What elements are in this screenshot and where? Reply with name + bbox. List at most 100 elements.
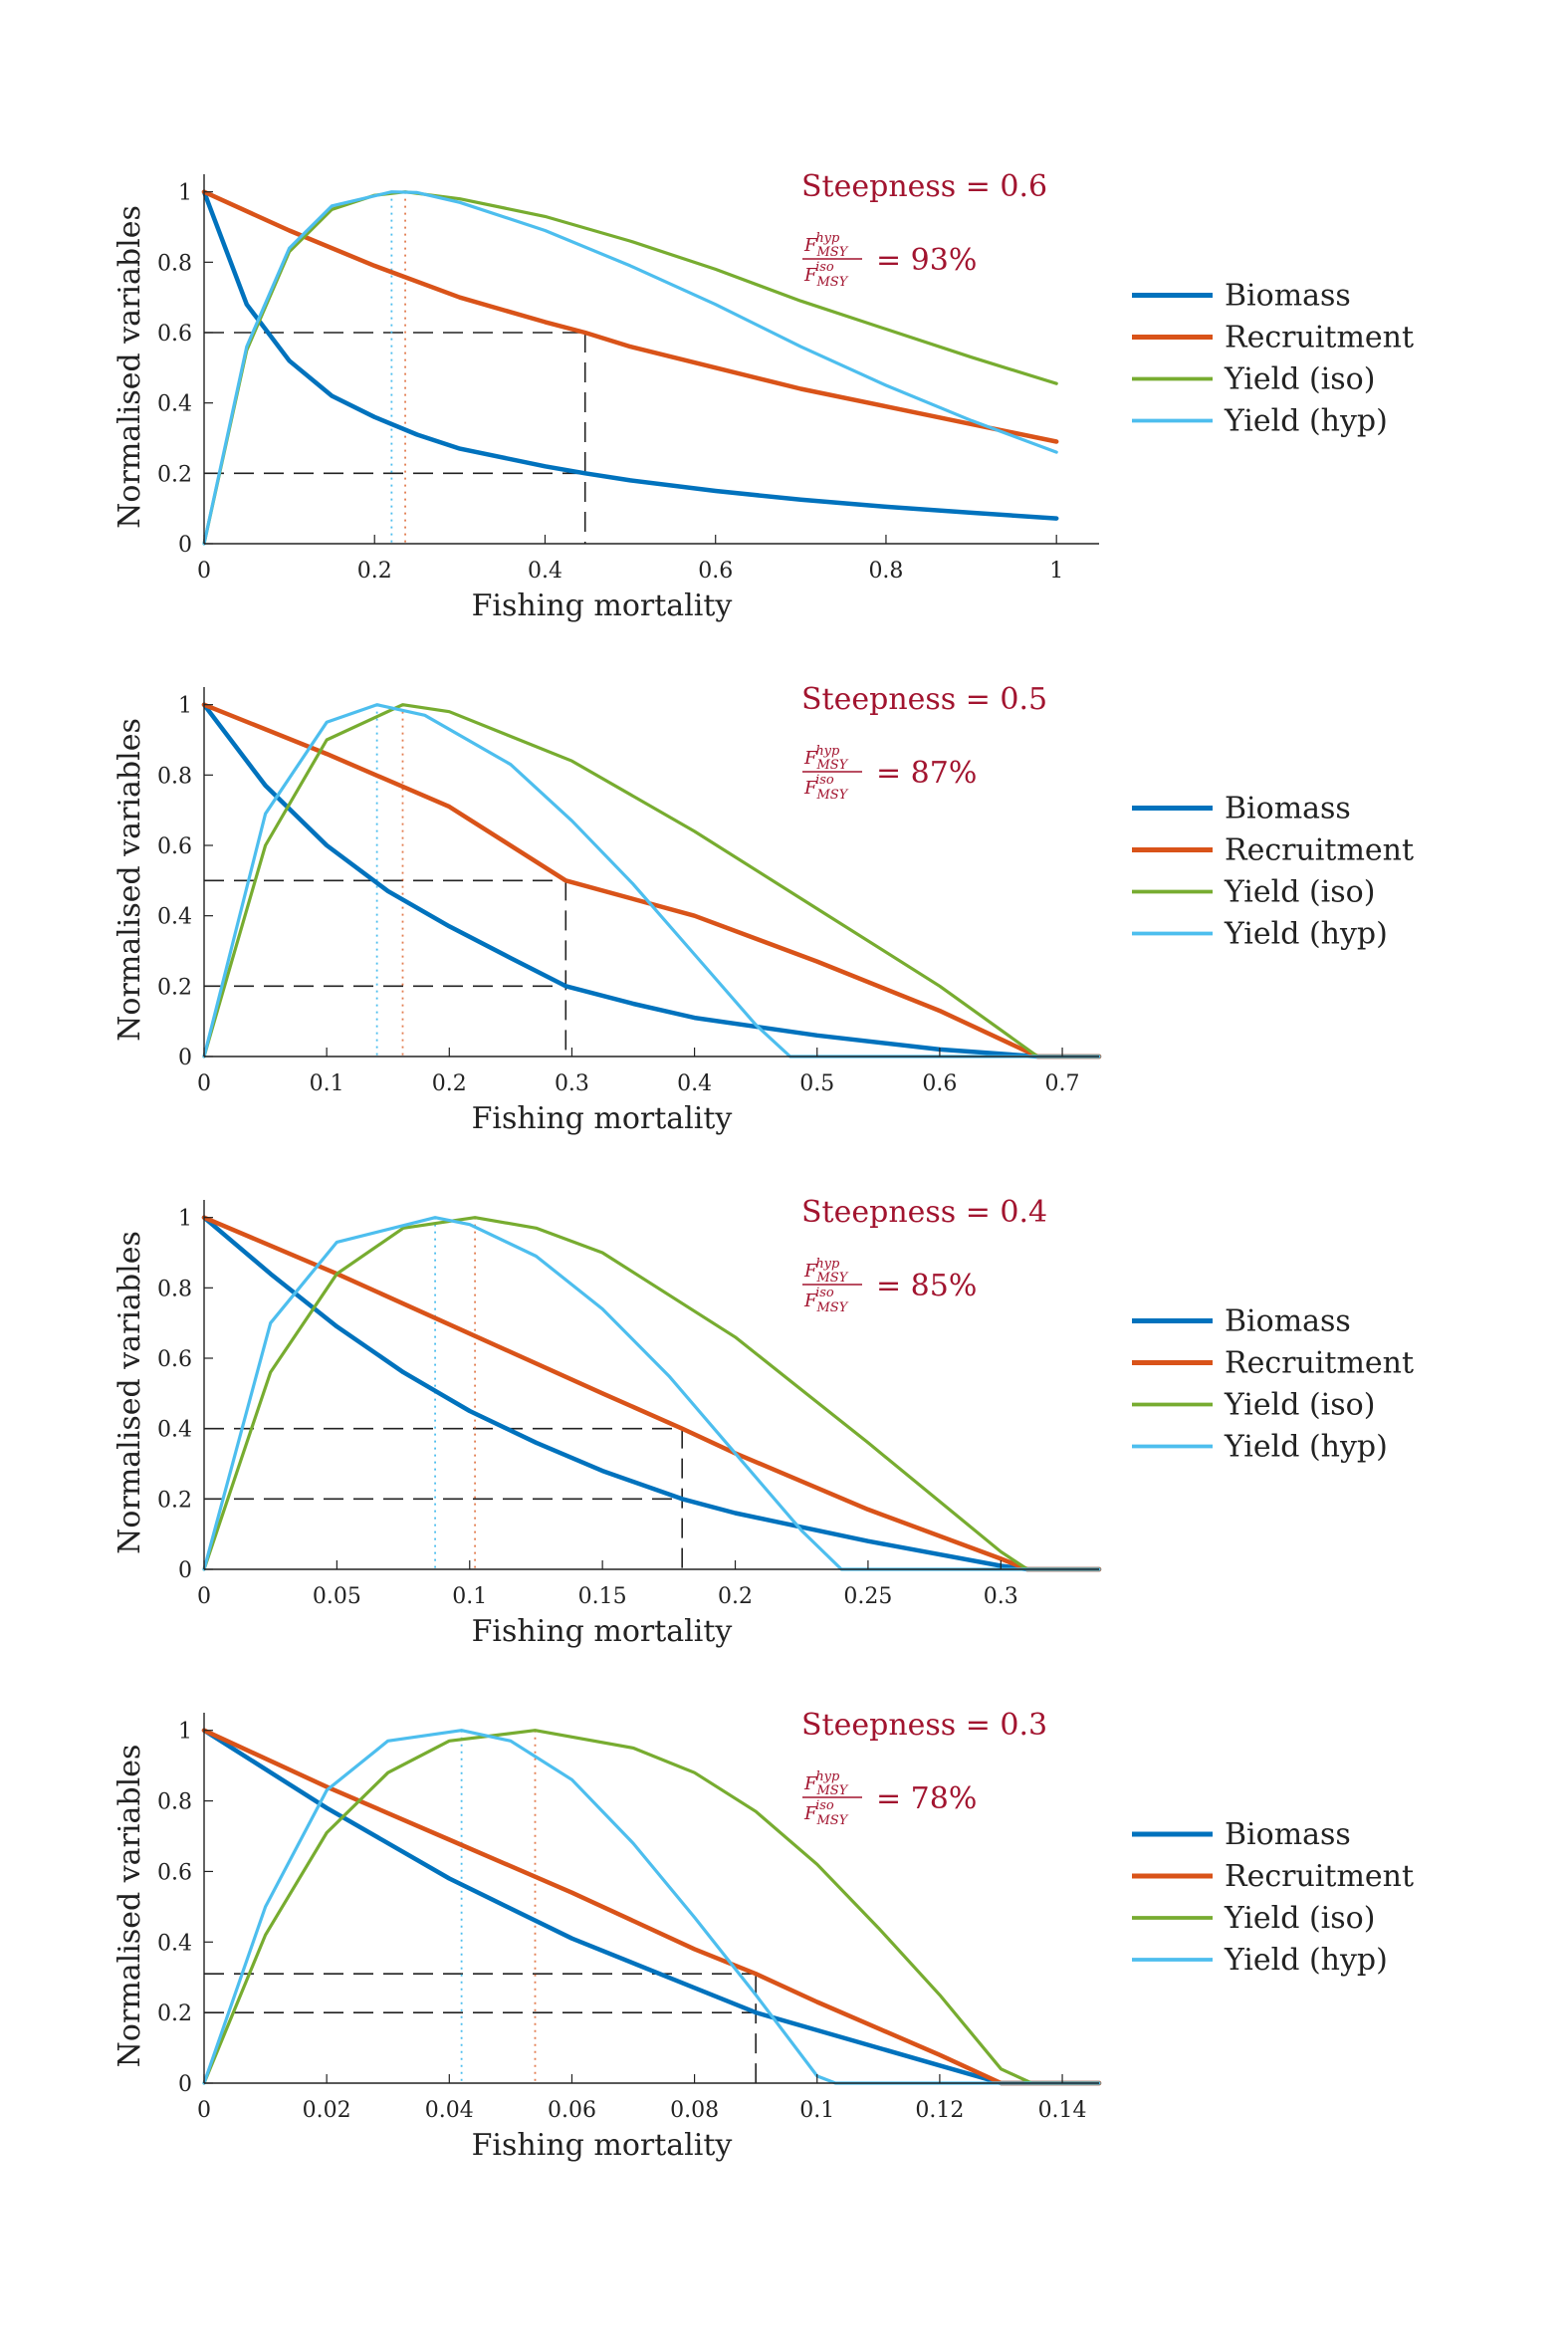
x-tick-label: 0 (197, 559, 211, 584)
series-line-biomass (201, 1728, 1102, 2086)
y-tick-label: 0 (178, 1558, 192, 1583)
ratio-value: = 87% (876, 756, 977, 791)
x-axis-label: Fishing mortality (472, 2128, 733, 2163)
y-tick-label: 0.6 (157, 834, 192, 859)
x-tick-label: 0.6 (922, 1071, 957, 1096)
y-tick-label: 0.6 (157, 322, 192, 347)
panel-4: 0 0.02 0.04 0.06 0.08 0.1 0.12 0.14 0 0.2 0.4 0.6 0.… (112, 1708, 1414, 2163)
x-tick-label: 0.1 (310, 1071, 344, 1096)
series-line-yield-iso (202, 1729, 1101, 2085)
y-tick-label: 0.8 (157, 764, 192, 789)
y-tick-label: 0.2 (157, 975, 192, 1000)
legend-label: Yield (hyp) (1224, 917, 1388, 952)
y-tick-label: 0 (178, 2072, 192, 2097)
ratio-denominator: FMSYiso (803, 260, 849, 290)
legend: Biomass Recruitment Yield (iso) Yield (hyp) (1132, 792, 1414, 952)
series-line-recruitment (201, 1215, 1102, 1572)
y-tick-label: 0.4 (157, 1418, 192, 1443)
x-tick-label: 0.06 (548, 2098, 596, 2123)
legend: Biomass Recruitment Yield (iso) Yield (hyp) (1132, 1304, 1414, 1465)
series-line-biomass (201, 189, 1059, 521)
x-tick-label: 1 (1049, 559, 1063, 584)
y-tick-label: 0.4 (157, 1931, 192, 1956)
x-tick-label: 0.8 (868, 559, 903, 584)
legend: Biomass Recruitment Yield (iso) Yield (hyp) (1132, 1817, 1414, 1978)
x-tick-label: 0.3 (555, 1071, 589, 1096)
steepness-label: Steepness = 0.4 (801, 1195, 1047, 1230)
x-tick-label: 0.2 (718, 1584, 753, 1609)
steepness-label: Steepness = 0.6 (801, 169, 1047, 204)
y-tick-label: 1 (178, 1207, 192, 1232)
ratio-numerator: FMSYhyp (803, 231, 849, 260)
ratio-denominator: FMSYiso (803, 1286, 849, 1315)
ratio-denominator: FMSYiso (803, 1798, 849, 1828)
legend-label: Biomass (1225, 792, 1351, 826)
x-tick-label: 0 (197, 1584, 211, 1609)
y-tick-label: 0.8 (157, 1277, 192, 1301)
panel-3: 0 0.05 0.1 0.15 0.2 0.25 0.3 0 0.2 0.4 0.6 0.8 1 Fish… (112, 1195, 1414, 1649)
x-tick-label: 0 (197, 1071, 211, 1096)
y-axis-label: Normalised variables (112, 718, 147, 1042)
y-tick-label: 0 (178, 1046, 192, 1070)
series-line-recruitment (201, 702, 1102, 1059)
series-line-yield-iso (202, 703, 1101, 1058)
legend-label: Recruitment (1225, 1859, 1414, 1894)
x-tick-label: 0.1 (799, 2098, 834, 2123)
y-tick-label: 0.6 (157, 1860, 192, 1885)
ratio-value: = 78% (876, 1781, 977, 1816)
y-tick-label: 1 (178, 1720, 192, 1745)
legend-label: Yield (hyp) (1224, 404, 1388, 439)
legend-label: Yield (hyp) (1224, 1430, 1388, 1465)
y-tick-label: 0.4 (157, 905, 192, 930)
x-tick-label: 0.05 (313, 1584, 361, 1609)
series-line-yield-hyp (202, 1216, 1101, 1571)
legend-label: Biomass (1225, 279, 1351, 314)
y-tick-label: 0.2 (157, 2001, 192, 2026)
legend-label: Recruitment (1225, 1346, 1414, 1381)
ratio-denominator: FMSYiso (803, 773, 849, 803)
y-axis-label: Normalised variables (112, 1231, 147, 1554)
x-tick-label: 0.5 (799, 1071, 834, 1096)
x-tick-label: 0.2 (432, 1071, 467, 1096)
legend-label: Yield (iso) (1224, 875, 1375, 910)
x-axis-label: Fishing mortality (472, 588, 733, 623)
panel-1: 0 0.2 0.4 0.6 0.8 1 0 0.2 0.4 0.6 0.8 1 Fishing mort… (112, 169, 1414, 623)
series-line-yield-hyp (202, 703, 1101, 1058)
y-axis-label: Normalised variables (112, 205, 147, 529)
steepness-label: Steepness = 0.3 (801, 1708, 1047, 1743)
y-tick-label: 0.4 (157, 392, 192, 417)
x-tick-label: 0.4 (677, 1071, 712, 1096)
x-tick-label: 0.6 (698, 559, 733, 584)
x-tick-label: 0.7 (1045, 1071, 1080, 1096)
x-axis-label: Fishing mortality (472, 1614, 733, 1649)
series-line-yield-iso (202, 1216, 1101, 1571)
x-tick-label: 0.1 (452, 1584, 487, 1609)
ratio-value: = 85% (876, 1269, 977, 1303)
x-tick-label: 0.15 (578, 1584, 627, 1609)
y-tick-label: 0.8 (157, 1790, 192, 1815)
series-line-recruitment (201, 1728, 1102, 2086)
x-tick-label: 0.14 (1038, 2098, 1087, 2123)
x-axis-label: Fishing mortality (472, 1101, 733, 1136)
legend-label: Biomass (1225, 1304, 1351, 1339)
series-line-yield-hyp (202, 190, 1058, 546)
legend-label: Yield (hyp) (1224, 1943, 1388, 1978)
legend-label: Recruitment (1225, 321, 1414, 355)
ratio-numerator: FMSYhyp (803, 1257, 849, 1286)
legend-label: Recruitment (1225, 833, 1414, 868)
ratio-numerator: FMSYhyp (803, 1769, 849, 1798)
y-tick-label: 1 (178, 694, 192, 719)
x-tick-label: 0.04 (425, 2098, 474, 2123)
legend-label: Yield (iso) (1224, 1901, 1375, 1936)
y-tick-label: 0.6 (157, 1347, 192, 1372)
series-line-recruitment (201, 189, 1059, 444)
x-tick-label: 0 (197, 2098, 211, 2123)
x-tick-label: 0.4 (528, 559, 562, 584)
legend-label: Biomass (1225, 1817, 1351, 1852)
y-tick-label: 0.8 (157, 251, 192, 276)
legend-label: Yield (iso) (1224, 362, 1375, 397)
